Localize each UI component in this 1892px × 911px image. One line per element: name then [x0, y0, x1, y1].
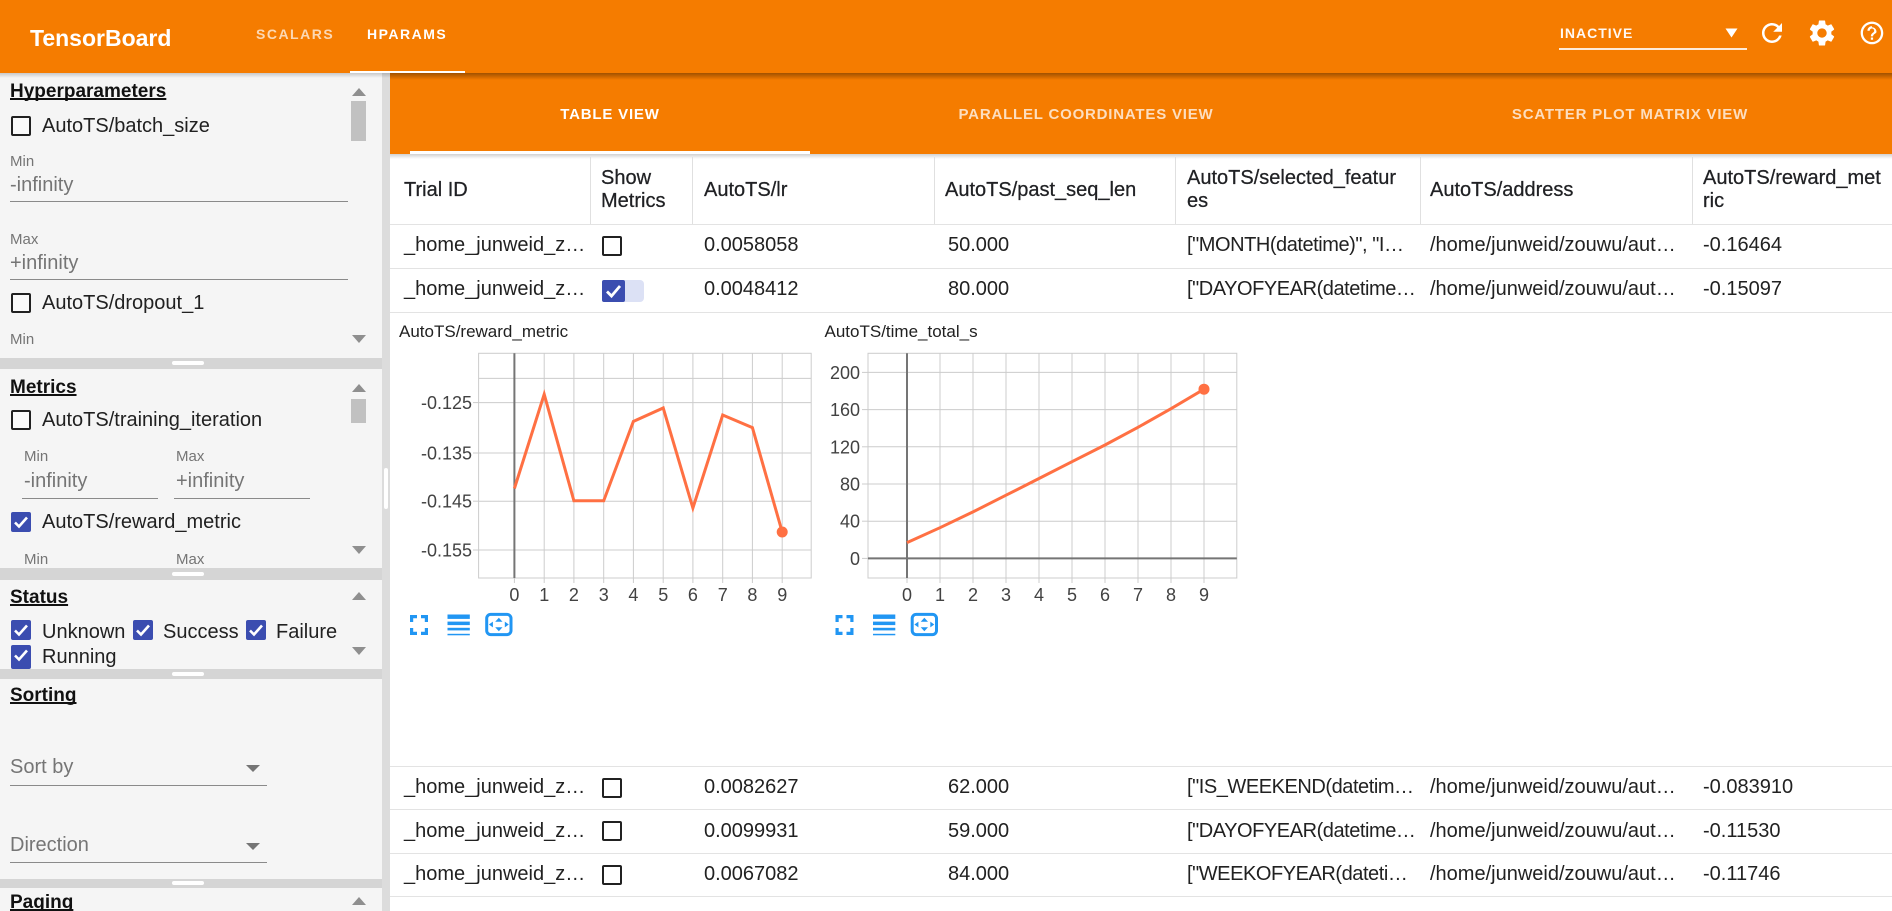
svg-text:160: 160	[830, 400, 860, 420]
svg-text:1: 1	[539, 585, 549, 605]
svg-text:1: 1	[935, 585, 945, 605]
svg-text:-0.145: -0.145	[421, 492, 472, 512]
svg-text:AutoTS/reward_metric: AutoTS/reward_metric	[399, 322, 569, 341]
svg-text:3: 3	[599, 585, 609, 605]
svg-text:0: 0	[902, 585, 912, 605]
svg-text:3: 3	[1001, 585, 1011, 605]
svg-text:5: 5	[658, 585, 668, 605]
svg-text:2: 2	[569, 585, 579, 605]
svg-text:9: 9	[777, 585, 787, 605]
svg-text:9: 9	[1199, 585, 1209, 605]
svg-text:AutoTS/time_total_s: AutoTS/time_total_s	[825, 322, 978, 341]
svg-text:80: 80	[840, 475, 860, 495]
svg-text:6: 6	[688, 585, 698, 605]
svg-text:7: 7	[1133, 585, 1143, 605]
svg-text:-0.125: -0.125	[421, 393, 472, 413]
svg-text:200: 200	[830, 363, 860, 383]
svg-text:0: 0	[850, 549, 860, 569]
svg-text:7: 7	[718, 585, 728, 605]
svg-text:5: 5	[1067, 585, 1077, 605]
svg-text:-0.135: -0.135	[421, 444, 472, 464]
svg-text:4: 4	[1034, 585, 1044, 605]
svg-text:2: 2	[968, 585, 978, 605]
svg-text:-0.155: -0.155	[421, 541, 472, 561]
svg-text:4: 4	[628, 585, 638, 605]
svg-text:6: 6	[1100, 585, 1110, 605]
svg-text:8: 8	[747, 585, 757, 605]
svg-text:40: 40	[840, 512, 860, 532]
svg-text:120: 120	[830, 437, 860, 457]
svg-text:8: 8	[1166, 585, 1176, 605]
svg-text:0: 0	[509, 585, 519, 605]
